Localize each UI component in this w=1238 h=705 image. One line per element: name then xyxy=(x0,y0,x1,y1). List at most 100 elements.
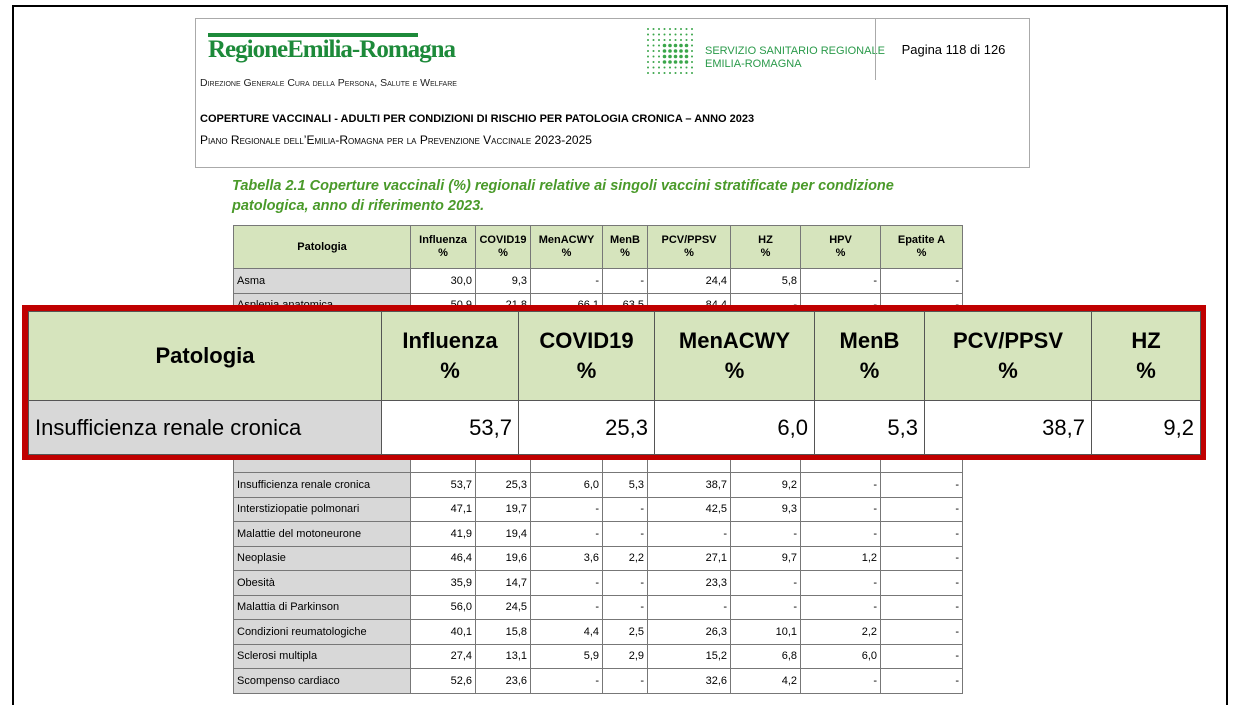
logo-dot xyxy=(652,66,655,69)
cell: - xyxy=(530,268,603,294)
logo-dot xyxy=(685,28,688,30)
logo-dot xyxy=(691,33,693,36)
column-name: HZ xyxy=(1131,328,1161,353)
logo-dot xyxy=(663,72,666,74)
cell: 23,3 xyxy=(647,570,731,596)
zoom-cell: 5,3 xyxy=(814,400,925,455)
cell: 46,4 xyxy=(410,545,476,571)
column-name: PCV/PPSV xyxy=(661,234,717,246)
header-cell: HPV% xyxy=(800,225,881,269)
logo-dot xyxy=(674,72,677,74)
cell: - xyxy=(602,570,648,596)
logo-dot xyxy=(669,28,671,30)
column-name: Patologia xyxy=(297,240,347,253)
logo-dot xyxy=(647,61,649,63)
cell: Interstiziopatie polmonari xyxy=(233,496,411,522)
column-unit: % xyxy=(684,247,694,259)
logo-dot xyxy=(673,60,678,64)
cell: - xyxy=(602,268,648,294)
logo-dot xyxy=(652,72,655,74)
logo-dot xyxy=(652,50,655,52)
cell: - xyxy=(800,668,881,694)
cell: 9,7 xyxy=(730,545,801,571)
logo-dot xyxy=(674,33,677,36)
logo-dot xyxy=(668,60,672,64)
logo-dot xyxy=(679,54,683,59)
logo-dot xyxy=(691,28,693,30)
cell: - xyxy=(800,496,881,522)
row: Malattie del motoneurone 41,9 19,4- - - - - - xyxy=(233,521,963,547)
zoom-row: Insufficienza renale cronica 53,7 25,3 6,0 5… xyxy=(28,400,1201,455)
cell: - xyxy=(730,570,801,596)
cell: 19,4 xyxy=(475,521,531,547)
cell: 41,9 xyxy=(410,521,476,547)
zoom-cell: 9,2 xyxy=(1091,400,1201,455)
header-cell: MenB% xyxy=(814,311,925,401)
cell: 26,3 xyxy=(647,619,731,645)
cell: 24,4 xyxy=(647,268,731,294)
cell: 10,1 xyxy=(730,619,801,645)
cell: 14,7 xyxy=(475,570,531,596)
logo-dot xyxy=(691,61,693,63)
cell: Sclerosi multipla xyxy=(233,643,411,669)
logo-dot xyxy=(680,39,682,41)
logo-dot xyxy=(674,39,677,41)
row: Condizioni reumatologiche 40,1 15,8 4,4 2,5 2… xyxy=(233,619,963,645)
cell: 6,8 xyxy=(730,643,801,669)
logo-dot xyxy=(647,55,649,58)
logo-dot xyxy=(647,44,649,47)
logo-dot xyxy=(647,33,649,36)
header-cell: COVID19% xyxy=(475,225,531,269)
service: SERVIZIO SANITARIO REGIONALE EMILIA-ROMAG… xyxy=(705,45,885,71)
logo-dot xyxy=(673,49,678,53)
logo-dot xyxy=(674,66,677,69)
logo-dot xyxy=(684,60,689,64)
cell: - xyxy=(530,496,603,522)
logo-dot xyxy=(680,28,682,30)
cell: 19,6 xyxy=(475,545,531,571)
doc-subtitle: Piano Regionale dell’Emilia-Romagna per … xyxy=(200,133,592,147)
logo-dot xyxy=(658,55,660,58)
column-name: Epatite A xyxy=(897,234,946,246)
column-name: MenACWY xyxy=(538,234,595,246)
column-unit: % xyxy=(859,358,880,383)
column-name: HPV xyxy=(829,234,852,246)
column-unit: % xyxy=(916,247,927,259)
logo-dot xyxy=(669,72,671,74)
cell: - xyxy=(800,594,881,620)
logo-dot xyxy=(663,39,666,41)
cell: 15,2 xyxy=(647,643,731,669)
column-unit: % xyxy=(440,358,460,383)
logo-dot xyxy=(680,72,682,74)
logo-dot xyxy=(685,33,688,36)
logo-dot xyxy=(691,39,693,41)
column-unit: % xyxy=(835,247,846,259)
logo-dot xyxy=(647,50,649,52)
cell: - xyxy=(880,545,963,571)
logo-dot xyxy=(684,49,689,53)
row: Obesità 35,9 14,7- -23,3- - - xyxy=(233,570,963,596)
cell: 4,4 xyxy=(530,619,603,645)
logo-dot xyxy=(663,33,666,36)
cell: 2,9 xyxy=(602,643,648,669)
cell: 40,1 xyxy=(410,619,476,645)
logo-dot xyxy=(691,72,693,74)
cell: 42,5 xyxy=(647,496,731,522)
zoom-cell: 6,0 xyxy=(654,400,815,455)
cell: Neoplasie xyxy=(233,545,411,571)
service-logo: /*dots drawn below*/ xyxy=(647,28,693,74)
header-box xyxy=(195,18,1030,168)
logo-dot xyxy=(668,43,672,48)
logo-dot xyxy=(679,49,683,53)
logo-dot xyxy=(647,39,649,41)
column-name: MenB xyxy=(610,234,640,246)
logo: RegioneEmilia-Romagna xyxy=(208,36,456,63)
cell: Obesità xyxy=(233,570,411,596)
cell: 2,2 xyxy=(800,619,881,645)
logo-dot xyxy=(691,66,693,69)
cell: 9,3 xyxy=(730,496,801,522)
service-line: SERVIZIO SANITARIO REGIONALE xyxy=(705,45,885,57)
column-unit: % xyxy=(760,247,771,259)
row: Sclerosi multipla 27,4 13,1 5,9 2,9 15,2 6,8 6,… xyxy=(233,643,963,669)
column-unit: % xyxy=(1136,358,1156,383)
